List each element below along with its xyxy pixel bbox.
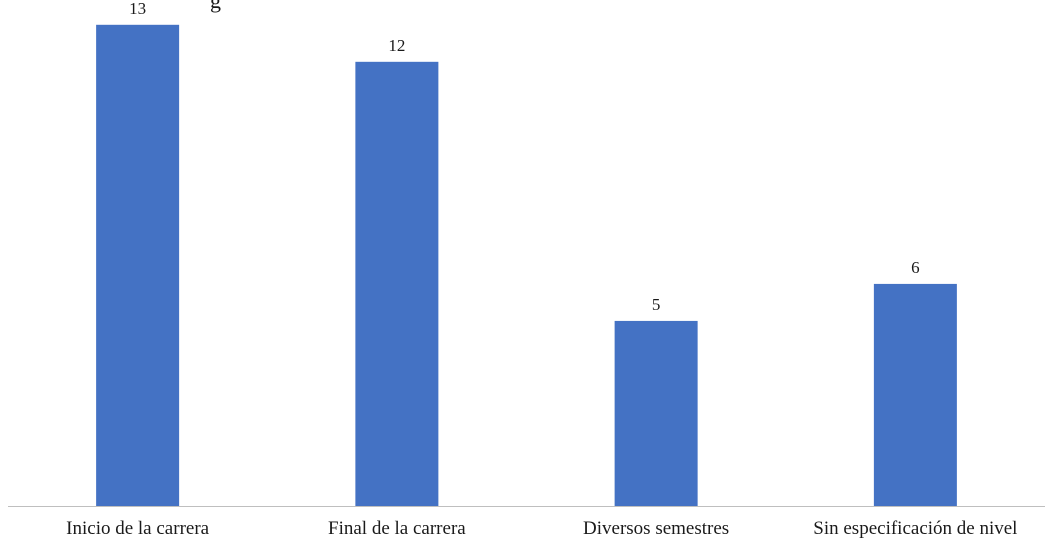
bar (355, 61, 439, 507)
x-tick-label: Sin especificación de nivel (813, 518, 1017, 539)
data-labels-group: 13 12 5 6 (129, 0, 920, 314)
bar (96, 24, 180, 506)
bars-group (96, 24, 957, 507)
bar-data-label: 13 (129, 0, 146, 18)
x-tick-label: Inicio de la carrera (66, 518, 209, 539)
bar-data-label: 6 (911, 258, 920, 277)
x-tick-label: Diversos semestres (583, 518, 729, 539)
bar-data-label: 12 (388, 36, 405, 55)
chart-title-fragment: g (210, 0, 221, 13)
x-tick-label: Final de la carrera (328, 518, 466, 539)
bar (614, 320, 698, 506)
bar-data-label: 5 (652, 295, 661, 314)
x-tick-labels-group: Inicio de la carrera Final de la carrera D… (66, 518, 1017, 539)
bar (873, 283, 957, 506)
